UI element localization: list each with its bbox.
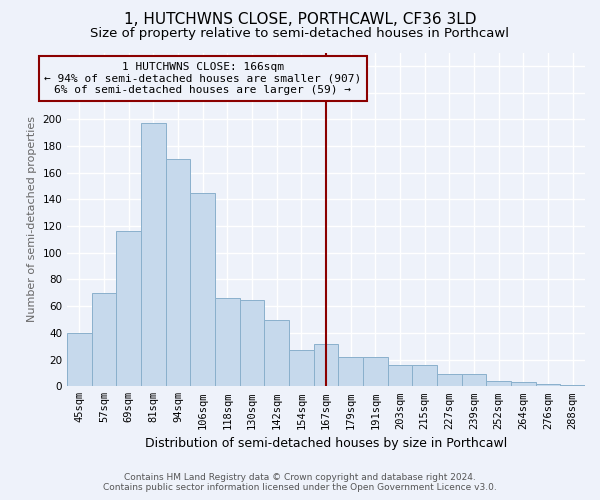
Text: Size of property relative to semi-detached houses in Porthcawl: Size of property relative to semi-detach… (91, 28, 509, 40)
Bar (437, 374, 462, 386)
X-axis label: Distribution of semi-detached houses by size in Porthcawl: Distribution of semi-detached houses by … (145, 437, 507, 450)
Bar (190, 192, 215, 386)
Bar (67, 333, 92, 386)
Bar (240, 300, 265, 386)
Bar (462, 374, 487, 386)
Bar (141, 124, 166, 386)
Text: Contains HM Land Registry data © Crown copyright and database right 2024.
Contai: Contains HM Land Registry data © Crown c… (103, 473, 497, 492)
Y-axis label: Number of semi-detached properties: Number of semi-detached properties (27, 116, 37, 322)
Text: 1 HUTCHWNS CLOSE: 166sqm
← 94% of semi-detached houses are smaller (907)
6% of s: 1 HUTCHWNS CLOSE: 166sqm ← 94% of semi-d… (44, 62, 361, 95)
Bar (388, 365, 412, 386)
Bar (338, 357, 363, 386)
Bar (412, 365, 437, 386)
Bar (314, 344, 338, 386)
Bar (116, 232, 141, 386)
Bar (92, 293, 116, 386)
Bar (363, 357, 388, 386)
Bar (536, 384, 560, 386)
Bar (265, 320, 289, 386)
Bar (166, 160, 190, 386)
Bar (560, 385, 585, 386)
Text: 1, HUTCHWNS CLOSE, PORTHCAWL, CF36 3LD: 1, HUTCHWNS CLOSE, PORTHCAWL, CF36 3LD (124, 12, 476, 28)
Bar (511, 382, 536, 386)
Bar (289, 350, 314, 386)
Bar (487, 381, 511, 386)
Bar (215, 298, 240, 386)
